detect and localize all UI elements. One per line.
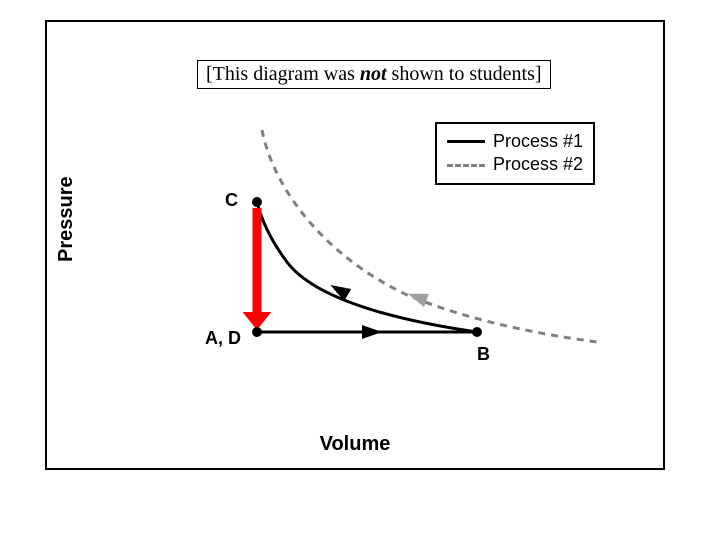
legend-label: Process #2 xyxy=(493,153,583,176)
point-label: A, D xyxy=(205,328,241,349)
point-B xyxy=(472,327,482,337)
plot-svg xyxy=(107,42,637,442)
legend-label: Process #1 xyxy=(493,130,583,153)
legend-swatch xyxy=(447,164,485,167)
x-axis-label: Volume xyxy=(47,433,663,456)
legend: Process #1Process #2 xyxy=(435,122,595,185)
y-axis-label: Pressure xyxy=(55,176,78,262)
diagram-frame: Pressure [This diagram was not shown to … xyxy=(45,20,665,470)
point-label: C xyxy=(225,190,238,211)
point-label: B xyxy=(477,344,490,365)
plot-area: [This diagram was not shown to students]… xyxy=(107,42,637,442)
legend-item: Process #1 xyxy=(447,130,583,153)
legend-item: Process #2 xyxy=(447,153,583,176)
point-A xyxy=(252,327,262,337)
legend-swatch xyxy=(447,140,485,143)
point-C xyxy=(252,197,262,207)
